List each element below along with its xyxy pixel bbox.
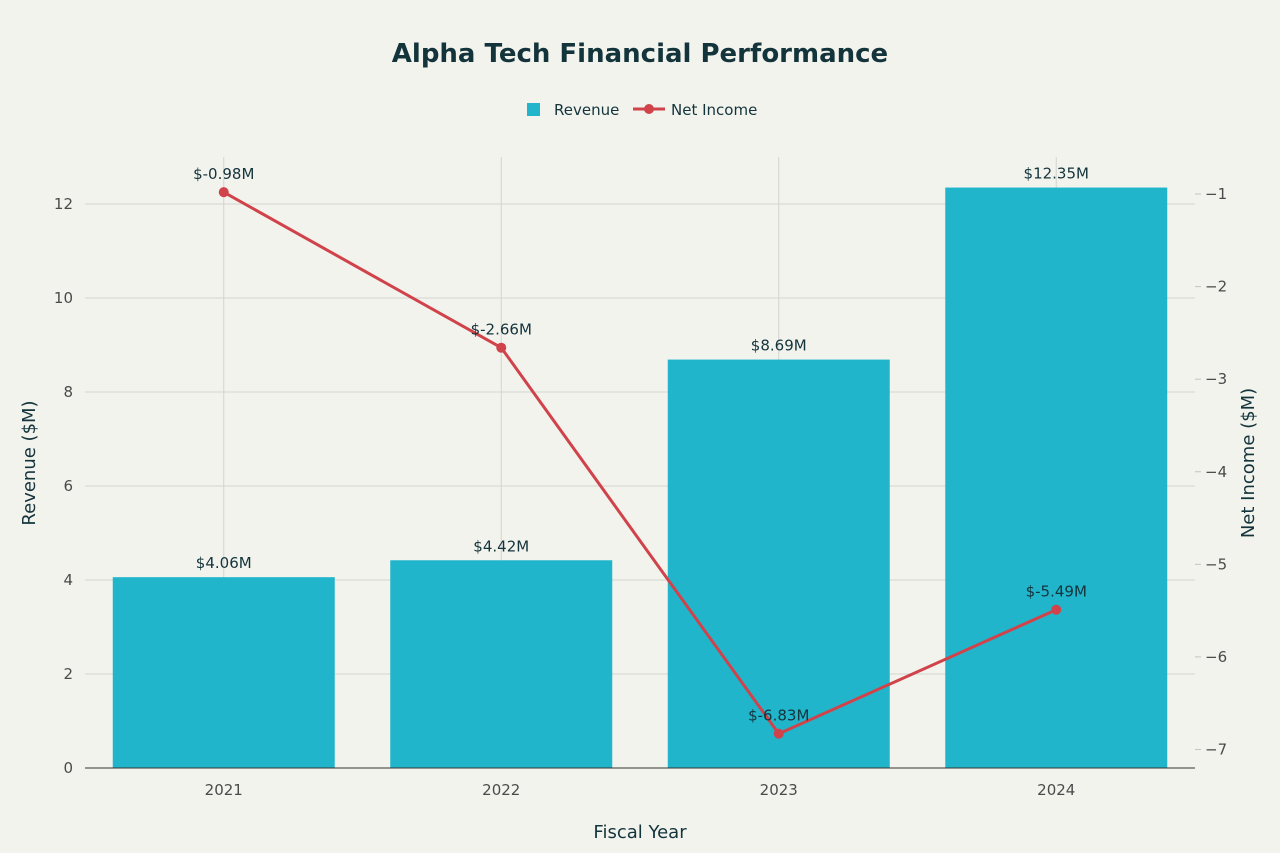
- y-tick-label: 12: [54, 195, 73, 213]
- y-tick-label: 10: [54, 289, 73, 307]
- x-tick-label: 2022: [482, 781, 520, 799]
- y-tick-label: 6: [63, 477, 73, 495]
- net-income-data-label: $-0.98M: [193, 165, 254, 183]
- net-income-data-label: $-6.83M: [748, 707, 809, 725]
- y2-axis-title: Net Income ($M): [1238, 388, 1259, 538]
- y-tick-label: 0: [63, 759, 73, 777]
- revenue-data-label: $4.42M: [473, 537, 529, 555]
- legend-revenue-swatch: [527, 103, 540, 116]
- x-tick-label: 2024: [1037, 781, 1075, 799]
- net-income-point: [773, 728, 784, 739]
- revenue-bar: [112, 577, 335, 768]
- net-income-point: [496, 342, 507, 353]
- y-tick-label: 8: [63, 383, 73, 401]
- legend-net-income-label: Net Income: [671, 101, 757, 119]
- y-tick-label: 4: [63, 571, 73, 589]
- net-income-line: [218, 187, 1062, 739]
- net-income-data-label: $-2.66M: [471, 321, 532, 339]
- revenue-data-label: $12.35M: [1024, 165, 1089, 183]
- y2-tick-label: −5: [1205, 555, 1227, 573]
- y-tick-label: 2: [63, 665, 73, 683]
- net-income-point: [218, 187, 229, 198]
- legend-net-income-marker: [644, 104, 654, 114]
- y2-tick-label: −6: [1205, 648, 1227, 666]
- x-tick-label: 2021: [205, 781, 243, 799]
- y2-tick-label: −7: [1205, 740, 1227, 758]
- revenue-bars: [112, 187, 1168, 769]
- net-income-data-label: $-5.49M: [1026, 583, 1087, 601]
- y2-tick-label: −1: [1205, 185, 1227, 203]
- axes: 0 2 4 6 8 10 12 2021 2022 2023 2024 −7 −6 −5 −4 −3 −2 −1: [54, 185, 1227, 799]
- net-income-polyline: [223, 190, 1057, 736]
- revenue-bar: [945, 187, 1168, 769]
- x-tick-label: 2023: [760, 781, 798, 799]
- legend: Revenue Net Income: [527, 101, 757, 119]
- revenue-data-label: $8.69M: [751, 337, 807, 355]
- chart-title: Alpha Tech Financial Performance: [392, 39, 888, 69]
- legend-revenue-label: Revenue: [554, 101, 619, 119]
- y2-tick-label: −2: [1205, 278, 1227, 296]
- revenue-bar: [390, 560, 613, 768]
- net-income-point: [1051, 604, 1062, 615]
- y2-tick-label: −3: [1205, 370, 1227, 388]
- x-axis-title: Fiscal Year: [593, 822, 687, 843]
- data-labels: $4.06M $4.42M $8.69M $12.35M $-0.98M $-2.66M $…: [193, 165, 1089, 725]
- y-axis-title: Revenue ($M): [19, 400, 40, 525]
- revenue-data-label: $4.06M: [196, 554, 252, 572]
- y2-tick-label: −4: [1205, 463, 1227, 481]
